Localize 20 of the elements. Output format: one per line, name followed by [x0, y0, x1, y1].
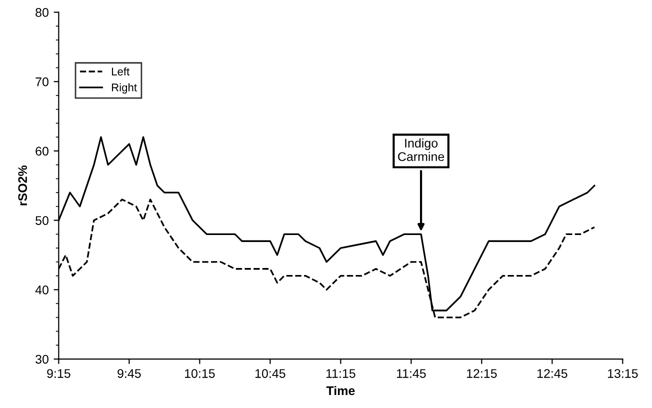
annotation: Indigo Carmine — [398, 138, 444, 162]
y-tick-label: 40 — [35, 285, 48, 294]
x-tick-label: 9:45 — [118, 369, 141, 378]
x-tick-label: 13:15 — [608, 369, 638, 378]
y-tick-label: 30 — [36, 354, 48, 364]
x-tick-label: 11:45 — [396, 369, 426, 378]
y-tick-label: 50 — [36, 216, 48, 225]
x-tick-label: 12:15 — [466, 369, 497, 378]
y-tick-label: 80 — [36, 8, 48, 17]
x-tick-label: 10:15 — [184, 369, 215, 378]
x-axis-title: Time — [326, 386, 355, 396]
x-tick-label: 10:45 — [255, 369, 286, 378]
y-axis-title: rSO2% — [18, 165, 28, 206]
legend-label: Right — [112, 83, 137, 94]
legend-label: Left — [112, 67, 130, 76]
x-tick-label: 11:15 — [326, 369, 356, 378]
x-tick-label: 9:15 — [47, 369, 70, 378]
y-tick-label: 60 — [36, 146, 48, 156]
y-tick-label: 70 — [36, 77, 48, 86]
x-tick-label: 12:45 — [537, 369, 568, 378]
